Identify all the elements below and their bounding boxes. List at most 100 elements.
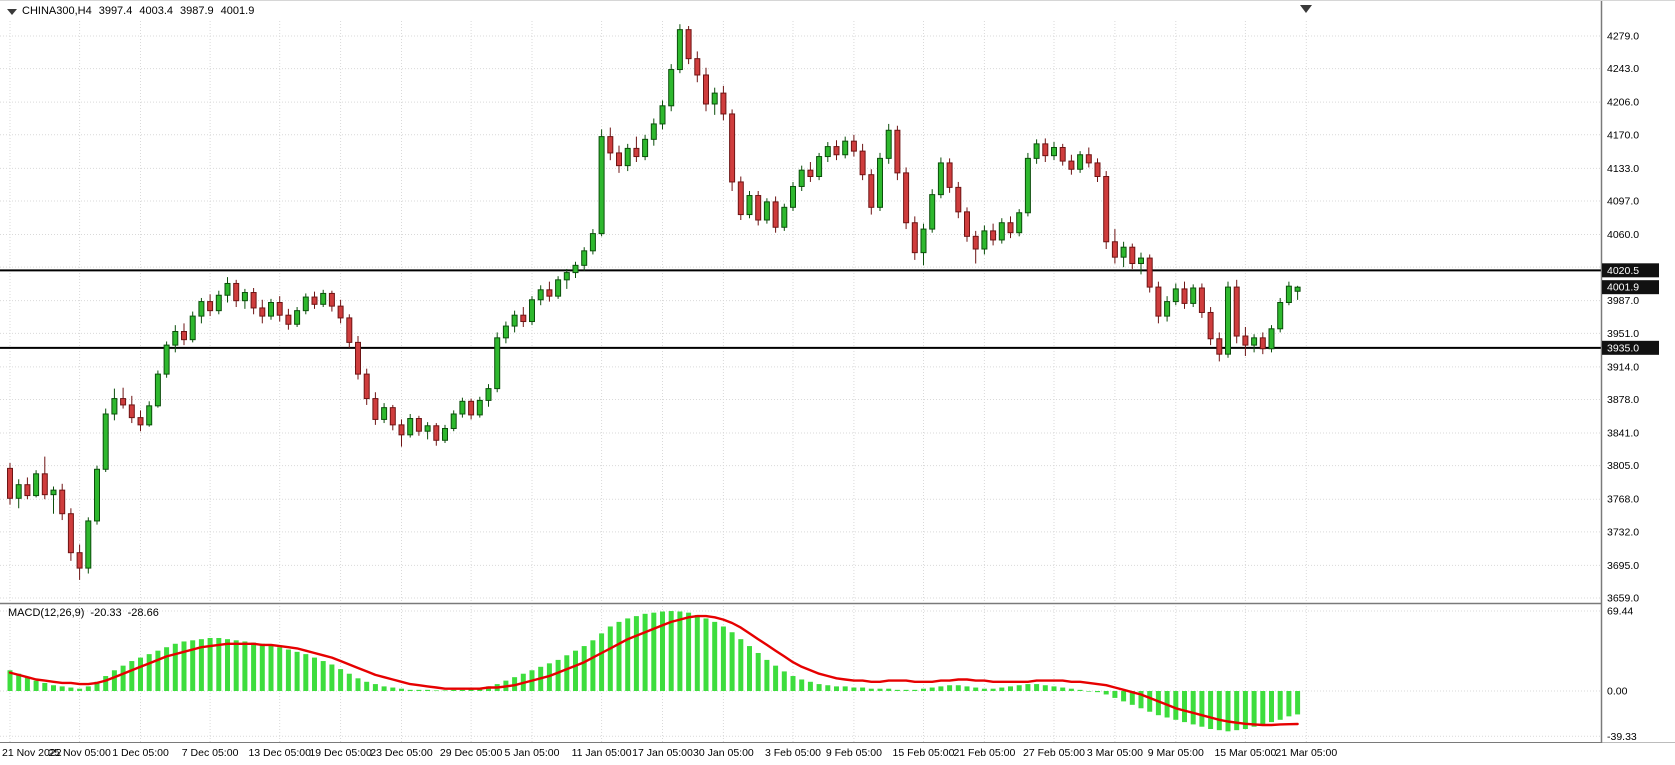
macd-bar [564, 655, 569, 691]
macd-bar [399, 689, 404, 691]
candle-body [1095, 163, 1100, 177]
svg-text:13 Dec 05:00: 13 Dec 05:00 [248, 747, 311, 759]
macd-bar [42, 683, 47, 691]
candle-body [1078, 155, 1083, 170]
candle-body [677, 30, 682, 70]
candle-body [973, 236, 978, 249]
candle-body [590, 234, 595, 251]
macd-bar [747, 646, 752, 691]
candle-body [625, 148, 630, 165]
svg-text:4243.0: 4243.0 [1607, 63, 1639, 75]
candle-body [878, 158, 883, 207]
macd-bar [242, 641, 247, 691]
macd-bar [1260, 691, 1265, 724]
candle-body [912, 223, 917, 253]
candle-body [286, 315, 291, 324]
macd-bar [321, 661, 326, 691]
candle-body [825, 147, 830, 157]
candle-body [382, 408, 387, 420]
macd-name: MACD(12,26,9) [8, 607, 84, 619]
candle-body [521, 315, 526, 321]
bar-low: 3987.9 [180, 5, 214, 17]
candle-body [8, 468, 13, 498]
svg-text:0.00: 0.00 [1607, 686, 1628, 698]
candle-body [295, 311, 300, 325]
candle-body [1226, 287, 1231, 354]
macd-bar [121, 666, 126, 691]
candle-body [1008, 223, 1013, 233]
macd-bar [286, 650, 291, 691]
macd-bar [1182, 691, 1187, 722]
candle-body [712, 93, 717, 104]
macd-bar [869, 689, 874, 691]
candle-body [86, 521, 91, 568]
candle-body [434, 426, 439, 441]
macd-bar [1034, 684, 1039, 691]
macd-bar [721, 626, 726, 691]
macd-bar [1147, 691, 1152, 712]
candle-body [173, 332, 178, 346]
badge-text: 4020.5 [1607, 265, 1639, 277]
candle-body [1243, 336, 1248, 345]
macd-bar [1226, 691, 1231, 731]
macd-bar [808, 682, 813, 691]
candle-body [617, 153, 622, 166]
macd-bar [1078, 690, 1083, 691]
macd-bar [843, 686, 848, 691]
macd-bar [34, 681, 39, 691]
macd-bar [138, 658, 143, 691]
macd-bar [1269, 691, 1274, 722]
macd-bar [921, 689, 926, 691]
candle-body [443, 428, 448, 440]
candle-body [16, 485, 21, 499]
candle-body [260, 308, 265, 316]
svg-text:9 Feb 05:00: 9 Feb 05:00 [826, 747, 882, 759]
macd-bar [817, 684, 822, 691]
candle-body [138, 418, 143, 425]
candle-body [347, 318, 352, 342]
candle-body [895, 130, 900, 173]
macd-bar [303, 654, 308, 691]
svg-text:4097.0: 4097.0 [1607, 195, 1639, 207]
candle-body [721, 93, 726, 114]
candle-body [242, 293, 247, 301]
candle-body [51, 490, 56, 495]
candle-body [999, 223, 1004, 240]
candle-body [1295, 287, 1300, 291]
svg-text:3914.0: 3914.0 [1607, 361, 1639, 373]
macd-bar [886, 689, 891, 691]
macd-bar [269, 645, 274, 691]
candle-body [608, 137, 613, 153]
candle-body [651, 124, 656, 139]
macd-bar [965, 686, 970, 691]
macd-bar [895, 690, 900, 691]
candle-body [808, 170, 813, 176]
candle-body [503, 326, 508, 338]
one-click-trading-toggle-icon[interactable] [7, 9, 17, 15]
bar-close: 4001.9 [221, 5, 255, 17]
candle-body [599, 137, 604, 234]
svg-text:3695.0: 3695.0 [1607, 560, 1639, 572]
candle-body [121, 399, 126, 405]
macd-bar [1086, 691, 1091, 692]
macd-bar [1217, 691, 1222, 730]
macd-bar [295, 652, 300, 691]
candle-body [269, 302, 274, 316]
svg-text:3768.0: 3768.0 [1607, 494, 1639, 506]
macd-bar [1252, 691, 1257, 727]
macd-bar [730, 632, 735, 691]
macd-bar [112, 670, 117, 691]
macd-bar [686, 613, 691, 691]
candle-body [477, 400, 482, 415]
svg-text:21 Feb 05:00: 21 Feb 05:00 [953, 747, 1015, 759]
macd-bar [695, 615, 700, 691]
candle-body [1252, 338, 1257, 345]
candle-body [408, 419, 413, 435]
candle-body [756, 196, 761, 220]
candle-body [695, 59, 700, 75]
svg-text:23 Dec 05:00: 23 Dec 05:00 [370, 747, 433, 759]
macd-bar [1121, 691, 1126, 701]
macd-bar [390, 688, 395, 691]
candle-body [451, 414, 456, 429]
